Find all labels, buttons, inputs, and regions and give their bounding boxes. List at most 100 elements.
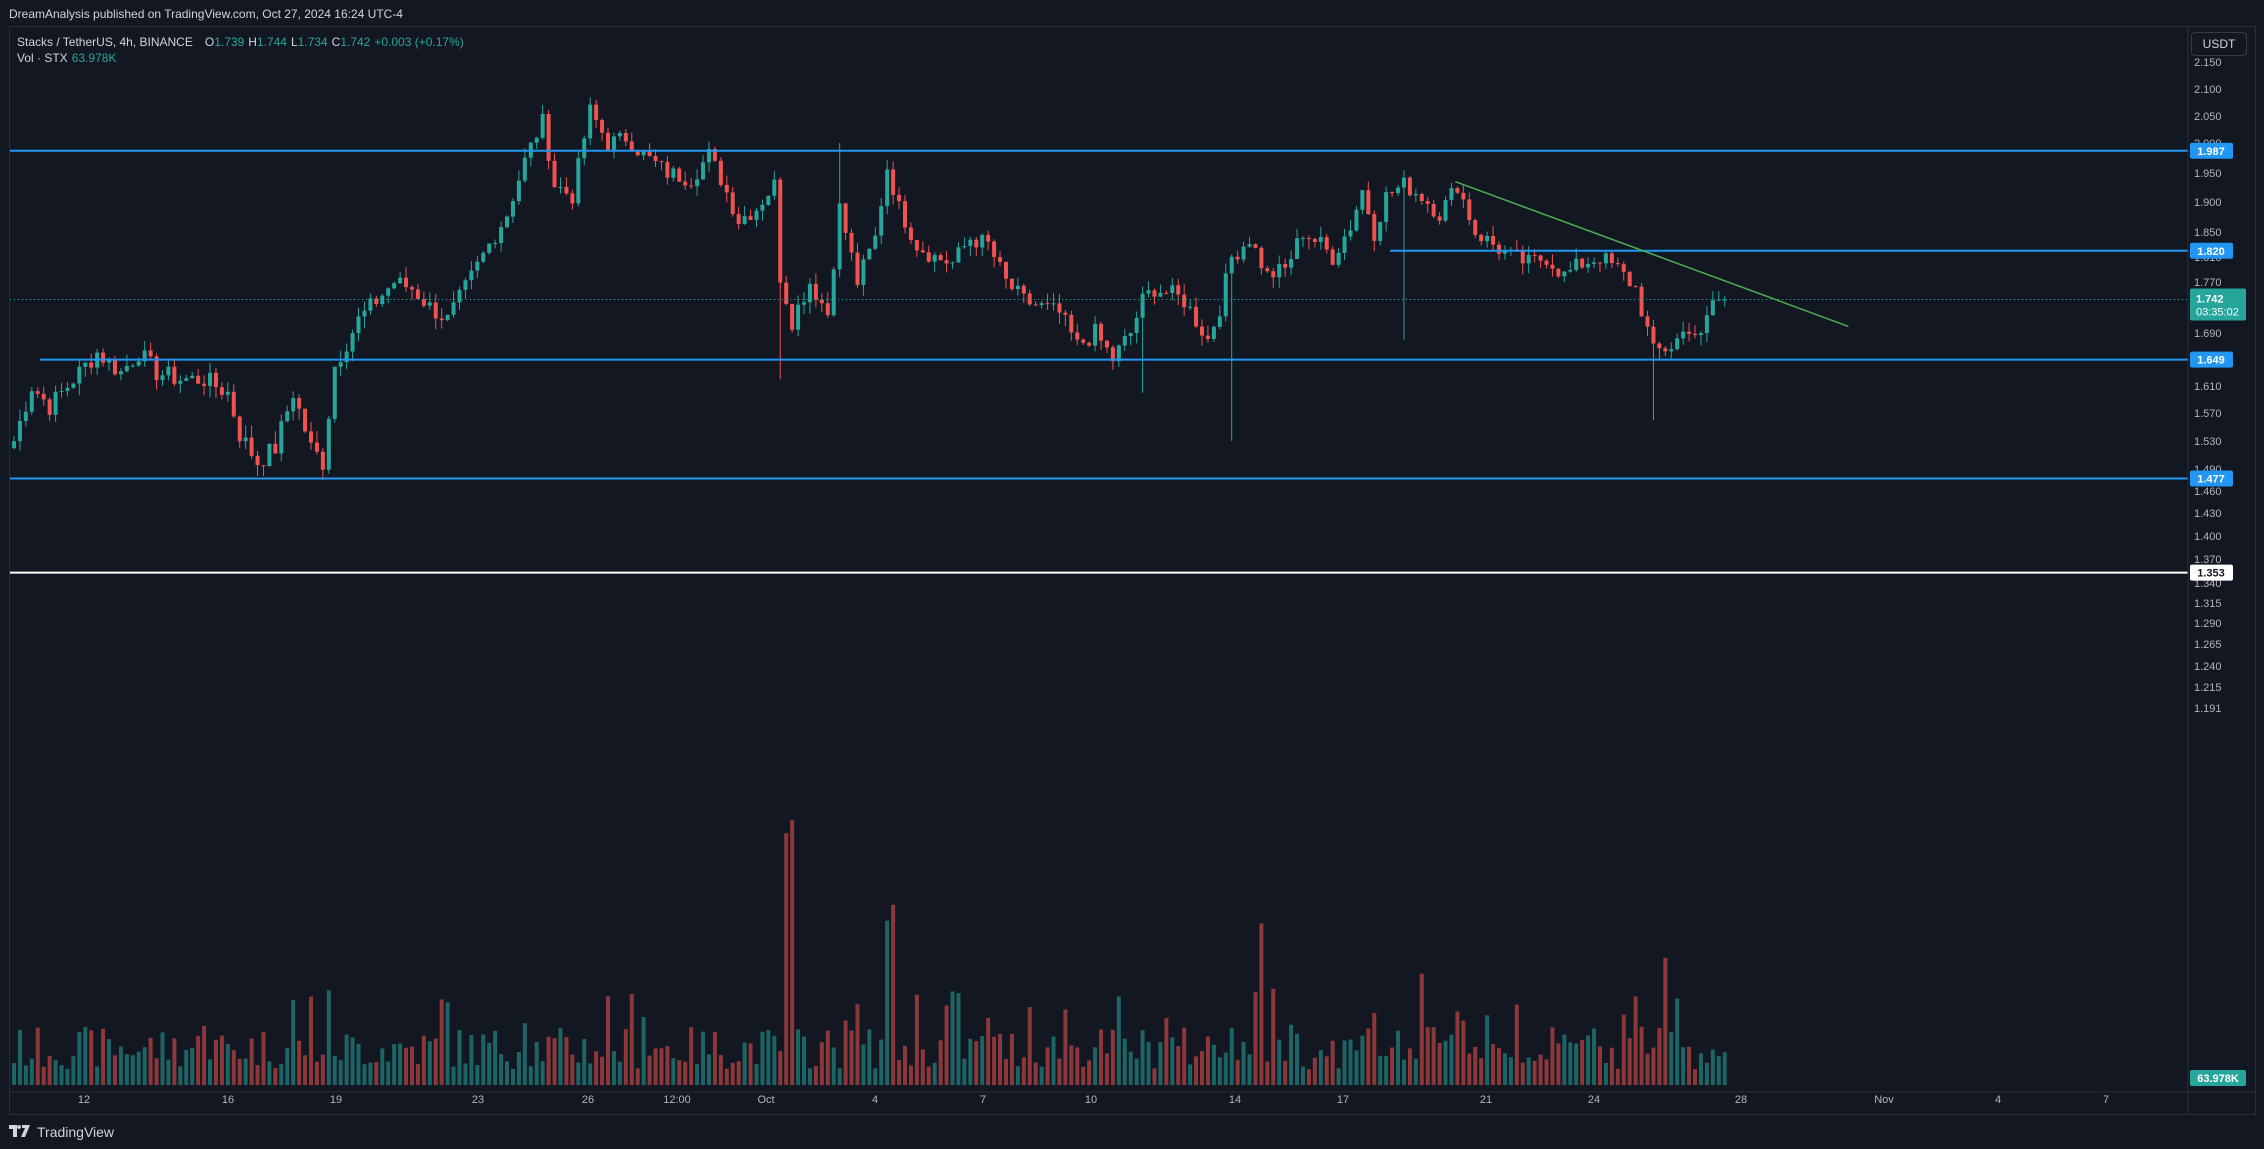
price-axis-tick: 1.770 <box>2194 277 2222 289</box>
volume-bar <box>748 1043 753 1085</box>
volume-bar <box>1597 1046 1602 1085</box>
volume-bar <box>1520 1062 1525 1085</box>
volume-bar <box>1277 1039 1282 1085</box>
candle-body <box>77 366 82 384</box>
legend-symbol[interactable]: Stacks / TetherUS, 4h, BINANCE <box>17 35 193 49</box>
volume-bar <box>932 1062 937 1085</box>
volume-bar <box>1526 1057 1531 1085</box>
volume-bar <box>433 1038 438 1085</box>
volume-bar <box>825 1030 830 1085</box>
candle-body <box>974 239 979 248</box>
price-axis-tick: 1.191 <box>2194 703 2222 715</box>
volume-bar <box>415 1063 420 1085</box>
candle-body <box>314 442 319 452</box>
candle-body <box>796 304 801 330</box>
volume-bar <box>332 1055 337 1085</box>
volume-bar <box>1502 1053 1507 1085</box>
volume-bar <box>344 1034 349 1085</box>
volume-bar <box>1152 1068 1157 1085</box>
candle-body <box>516 180 521 202</box>
volume-bar <box>1217 1057 1222 1085</box>
candle-body <box>1265 268 1270 272</box>
candle-body <box>1681 331 1686 339</box>
candle-body <box>1099 323 1104 341</box>
volume-bar <box>1532 1060 1537 1085</box>
candle-body <box>1342 236 1347 253</box>
volume-bar <box>505 1061 510 1085</box>
candle-body <box>1657 343 1662 349</box>
candle-body <box>184 378 189 381</box>
candle-body <box>760 204 765 211</box>
candle-body <box>576 158 581 204</box>
volume-bar <box>356 1043 361 1085</box>
candle-body <box>1437 216 1442 221</box>
candle-body <box>861 259 866 286</box>
volume-bar <box>706 1054 711 1085</box>
volume-bar <box>831 1047 836 1085</box>
candle-body <box>1538 255 1543 261</box>
volume-bar <box>1615 1068 1620 1085</box>
candle-body <box>1485 235 1490 242</box>
candle-body <box>350 333 355 352</box>
time-axis-tick: 24 <box>1588 1094 1600 1106</box>
volume-bar <box>1081 1066 1086 1085</box>
candle-body <box>807 283 812 303</box>
candle-body <box>219 387 224 395</box>
volume-bar <box>1609 1047 1614 1085</box>
volume-bar <box>493 1030 498 1085</box>
legend-change: +0.003 (+0.17%) <box>374 35 464 49</box>
volume-bar <box>1211 1044 1216 1085</box>
volume-bar <box>261 1032 266 1085</box>
candle-body <box>1663 348 1668 352</box>
volume-bar <box>1645 1053 1650 1085</box>
volume-bar <box>760 1031 765 1085</box>
volume-bar <box>1704 1062 1709 1085</box>
volume-bar <box>1348 1039 1353 1085</box>
volume-bar <box>142 1047 147 1085</box>
currency-unit-button[interactable]: USDT <box>2191 32 2247 56</box>
candle-body <box>879 206 884 236</box>
volume-bar <box>1384 1056 1389 1085</box>
volume-bar <box>267 1061 272 1085</box>
candle-body <box>208 372 213 386</box>
price-axis-tick: 1.570 <box>2194 408 2222 420</box>
candle-body <box>986 234 991 242</box>
candle-body <box>1390 191 1395 194</box>
price-axis-tick: 1.900 <box>2194 197 2222 209</box>
time-axis-tick: 7 <box>2103 1094 2109 1106</box>
volume-bar <box>65 1068 70 1085</box>
candle-body <box>1378 221 1383 241</box>
volume-bar <box>653 1048 658 1085</box>
publisher-bar: DreamAnalysis published on TradingView.c… <box>0 0 2264 26</box>
candle-body <box>493 243 498 245</box>
volume-bar <box>1140 1030 1145 1085</box>
legend-volume-label[interactable]: Vol · STX <box>17 51 68 65</box>
volume-bar <box>665 1046 670 1085</box>
volume-bar <box>1306 1069 1311 1085</box>
candle-body <box>1116 345 1121 362</box>
volume-bar <box>1324 1056 1329 1085</box>
volume-bar <box>1099 1029 1104 1085</box>
candle-body <box>172 366 177 384</box>
candle-body <box>1057 303 1062 313</box>
tradingview-logo[interactable]: TradingView <box>9 1124 114 1140</box>
volume-bar <box>623 1029 628 1085</box>
volume-bar <box>166 1059 171 1085</box>
volume-bar <box>718 1055 723 1085</box>
volume-bar <box>671 1058 676 1085</box>
candle-body <box>1146 290 1151 294</box>
candle-body <box>237 416 242 442</box>
volume-bar <box>1431 1027 1436 1085</box>
volume-bar <box>1110 1029 1115 1085</box>
volume-bar <box>1603 1062 1608 1085</box>
volume-bar <box>196 1035 201 1085</box>
volume-bar <box>1336 1068 1341 1085</box>
candle-body <box>885 169 890 207</box>
candle-body <box>1419 193 1424 202</box>
candle-body <box>522 157 527 181</box>
candle-body <box>71 383 76 388</box>
volume-bar <box>659 1048 664 1085</box>
candle-body <box>1306 238 1311 240</box>
candle-body <box>1247 244 1252 247</box>
